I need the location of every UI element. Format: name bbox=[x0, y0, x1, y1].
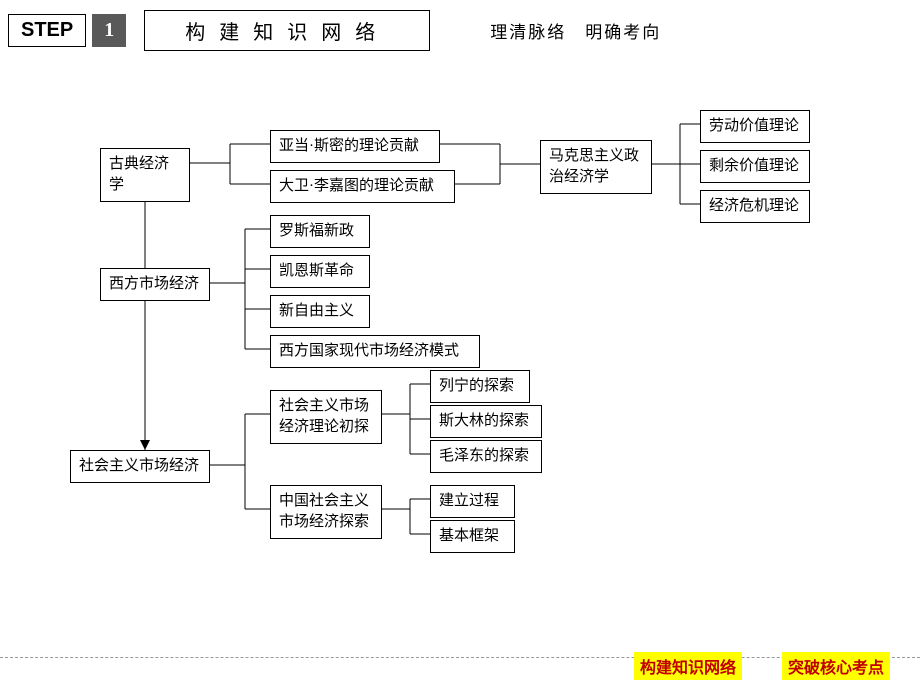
step-label: STEP bbox=[8, 14, 86, 47]
node-keynes: 凯恩斯革命 bbox=[270, 255, 370, 288]
node-surplus: 剩余价值理论 bbox=[700, 150, 810, 183]
node-ricardo: 大卫·李嘉图的理论贡献 bbox=[270, 170, 455, 203]
node-china: 中国社会主义市场经济探索 bbox=[270, 485, 382, 539]
node-lenin: 列宁的探索 bbox=[430, 370, 530, 403]
node-smith: 亚当·斯密的理论贡献 bbox=[270, 130, 440, 163]
header-subtitle: 理清脉络 明确考向 bbox=[490, 18, 661, 43]
node-socialist: 社会主义市场经济 bbox=[70, 450, 210, 483]
node-crisis: 经济危机理论 bbox=[700, 190, 810, 223]
node-initial: 社会主义市场经济理论初探 bbox=[270, 390, 382, 444]
node-western_model: 西方国家现代市场经济模式 bbox=[270, 335, 480, 368]
node-neoliberal: 新自由主义 bbox=[270, 295, 370, 328]
node-stalin: 斯大林的探索 bbox=[430, 405, 542, 438]
node-roosevelt: 罗斯福新政 bbox=[270, 215, 370, 248]
node-establish: 建立过程 bbox=[430, 485, 515, 518]
core-points-button[interactable]: 突破核心考点 bbox=[782, 652, 890, 680]
node-western: 西方市场经济 bbox=[100, 268, 210, 301]
node-framework: 基本框架 bbox=[430, 520, 515, 553]
step-number: 1 bbox=[92, 14, 126, 47]
header-title: 构建知识网络 bbox=[144, 10, 430, 51]
build-network-button[interactable]: 构建知识网络 bbox=[634, 652, 742, 680]
node-classical: 古典经济学 bbox=[100, 148, 190, 202]
node-mao: 毛泽东的探索 bbox=[430, 440, 542, 473]
node-labor: 劳动价值理论 bbox=[700, 110, 810, 143]
diagram-area: 古典经济学 亚当·斯密的理论贡献大卫·李嘉图的理论贡献 马克思主义政治经济学 劳动价值… bbox=[0, 100, 920, 630]
footer: 构建知识网络 突破核心考点 bbox=[0, 652, 920, 680]
header: STEP 1 构建知识网络 理清脉络 明确考向 bbox=[0, 0, 920, 59]
node-marx: 马克思主义政治经济学 bbox=[540, 140, 652, 194]
